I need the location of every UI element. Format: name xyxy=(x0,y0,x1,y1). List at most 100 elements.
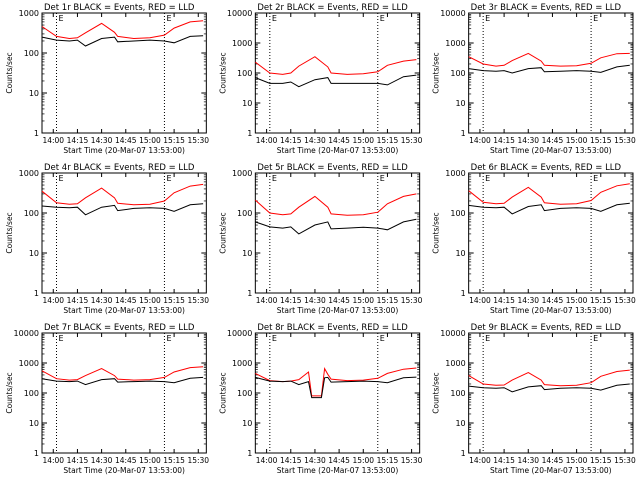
y-tick-label: 1 xyxy=(247,289,252,298)
y-tick-label: 10000 xyxy=(440,329,465,338)
x-tick-label: 15:15 xyxy=(377,136,399,145)
series-line-events xyxy=(255,376,417,399)
marker-label: E xyxy=(166,174,171,183)
y-tick-label: 1 xyxy=(247,129,252,138)
y-tick-label: 1000 xyxy=(445,359,465,368)
y-tick-label: 100 xyxy=(237,209,252,218)
plot-frame xyxy=(254,12,421,134)
y-tick-label: 1000 xyxy=(19,359,39,368)
x-axis-label: Start Time (20-Mar-07 13:53:00) xyxy=(277,466,399,475)
x-tick-label: 14:30 xyxy=(517,136,539,145)
y-tick-label: 1000 xyxy=(445,169,465,178)
y-tick-label: 10 xyxy=(29,419,39,428)
y-tick-label: 100 xyxy=(450,389,465,398)
x-tick-label: 14:30 xyxy=(304,456,326,465)
plot-frame xyxy=(468,172,634,294)
x-axis-label: Start Time (20-Mar-07 13:53:00) xyxy=(63,306,185,315)
plot-title: Det 2r BLACK = Events, RED = LLD xyxy=(257,3,408,13)
x-axis-label: Start Time (20-Mar-07 13:53:00) xyxy=(490,306,612,315)
y-tick-label: 1 xyxy=(461,289,466,298)
y-tick-label: 10000 xyxy=(227,9,252,18)
x-tick-label: 14:15 xyxy=(67,136,89,145)
plot-frame xyxy=(468,12,634,134)
x-tick-label: 15:00 xyxy=(139,136,161,145)
y-tick-label: 1 xyxy=(461,449,466,458)
x-tick-label: 14:45 xyxy=(115,456,137,465)
y-tick-label: 1000 xyxy=(232,359,252,368)
y-axis-label: Counts/sec xyxy=(5,372,14,413)
x-tick-label: 14:30 xyxy=(304,136,326,145)
x-tick-label: 14:15 xyxy=(280,456,302,465)
plot-frame xyxy=(254,332,421,454)
y-axis-label: Counts/sec xyxy=(432,212,441,253)
x-tick-label: 15:00 xyxy=(352,296,374,305)
plot-frame xyxy=(468,332,634,454)
x-tick-label: 15:00 xyxy=(352,456,374,465)
y-tick-label: 10 xyxy=(242,419,252,428)
x-tick-label: 14:45 xyxy=(542,136,564,145)
x-tick-label: 15:00 xyxy=(566,456,588,465)
marker-label: E xyxy=(166,334,171,343)
x-tick-label: 14:45 xyxy=(115,136,137,145)
x-tick-label: 15:30 xyxy=(187,456,209,465)
x-tick-label: 15:15 xyxy=(590,296,612,305)
x-tick-label: 14:15 xyxy=(280,296,302,305)
detector-plot-1: Det 1r BLACK = Events, RED = LLD 1 10 100 10… xyxy=(5,3,209,155)
x-axis-label: Start Time (20-Mar-07 13:53:00) xyxy=(63,146,185,155)
x-tick-label: 14:30 xyxy=(91,456,113,465)
detector-plot-8: Det 8r BLACK = Events, RED = LLD 1 10 100 10… xyxy=(218,323,422,475)
plot-title: Det 5r BLACK = Events, RED = LLD xyxy=(257,163,408,173)
marker-label: E xyxy=(485,14,490,23)
x-tick-label: 14:45 xyxy=(542,456,564,465)
x-tick-label: 14:00 xyxy=(256,296,278,305)
y-tick-label: 10000 xyxy=(14,329,39,338)
y-axis-label: Counts/sec xyxy=(218,52,227,93)
marker-label: E xyxy=(58,14,63,23)
plot-frame xyxy=(254,172,421,294)
x-tick-label: 14:15 xyxy=(493,456,515,465)
x-tick-label: 14:15 xyxy=(67,296,89,305)
x-tick-label: 14:15 xyxy=(67,456,89,465)
x-tick-label: 14:00 xyxy=(469,456,491,465)
x-tick-label: 15:15 xyxy=(163,456,185,465)
series-line-lld xyxy=(41,366,204,381)
x-tick-label: 15:30 xyxy=(614,136,636,145)
y-tick-label: 1 xyxy=(34,289,39,298)
y-tick-label: 100 xyxy=(24,49,39,58)
x-tick-label: 14:00 xyxy=(42,296,64,305)
detector-plot-2: Det 2r BLACK = Events, RED = LLD 1 10 100 10… xyxy=(218,3,422,155)
plot-title: Det 1r BLACK = Events, RED = LLD xyxy=(44,3,195,13)
x-tick-label: 15:00 xyxy=(139,456,161,465)
y-tick-label: 10 xyxy=(455,99,465,108)
detector-plot-9: Det 9r BLACK = Events, RED = LLD 1 10 100 10… xyxy=(432,323,636,475)
x-tick-label: 14:00 xyxy=(469,296,491,305)
series-line-lld xyxy=(254,56,417,75)
marker-label: E xyxy=(380,14,385,23)
x-axis-label: Start Time (20-Mar-07 13:53:00) xyxy=(490,146,612,155)
x-tick-label: 14:15 xyxy=(280,136,302,145)
series-line-events xyxy=(468,202,630,215)
y-tick-label: 100 xyxy=(237,389,252,398)
x-tick-label: 15:15 xyxy=(377,456,399,465)
plot-frame xyxy=(41,332,207,454)
plot-frame xyxy=(41,172,207,294)
marker-label: E xyxy=(272,174,277,183)
y-tick-label: 1000 xyxy=(445,39,465,48)
marker-label: E xyxy=(272,334,277,343)
x-tick-label: 14:45 xyxy=(328,296,350,305)
x-tick-label: 15:00 xyxy=(566,296,588,305)
marker-label: E xyxy=(485,334,490,343)
marker-label: E xyxy=(485,174,490,183)
series-line-events xyxy=(41,376,204,386)
y-tick-label: 100 xyxy=(450,209,465,218)
marker-label: E xyxy=(58,334,63,343)
detector-plot-3: Det 3r BLACK = Events, RED = LLD 1 10 100 10… xyxy=(432,3,636,155)
series-line-events xyxy=(41,203,204,216)
x-axis-label: Start Time (20-Mar-07 13:53:00) xyxy=(63,466,185,475)
detector-plot-6: Det 6r BLACK = Events, RED = LLD 1 10 100 10… xyxy=(432,163,636,315)
series-line-events xyxy=(41,35,204,47)
x-tick-label: 14:30 xyxy=(517,456,539,465)
y-tick-label: 1 xyxy=(461,129,466,138)
